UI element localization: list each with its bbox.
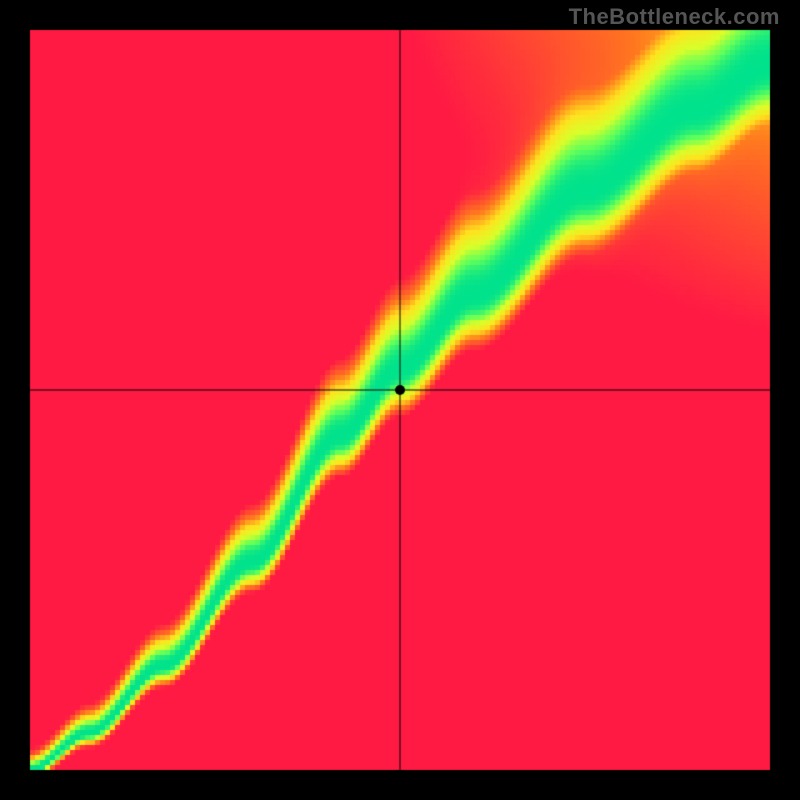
watermark-text: TheBottleneck.com bbox=[569, 4, 780, 30]
heatmap-canvas bbox=[0, 0, 800, 800]
chart-container: TheBottleneck.com bbox=[0, 0, 800, 800]
